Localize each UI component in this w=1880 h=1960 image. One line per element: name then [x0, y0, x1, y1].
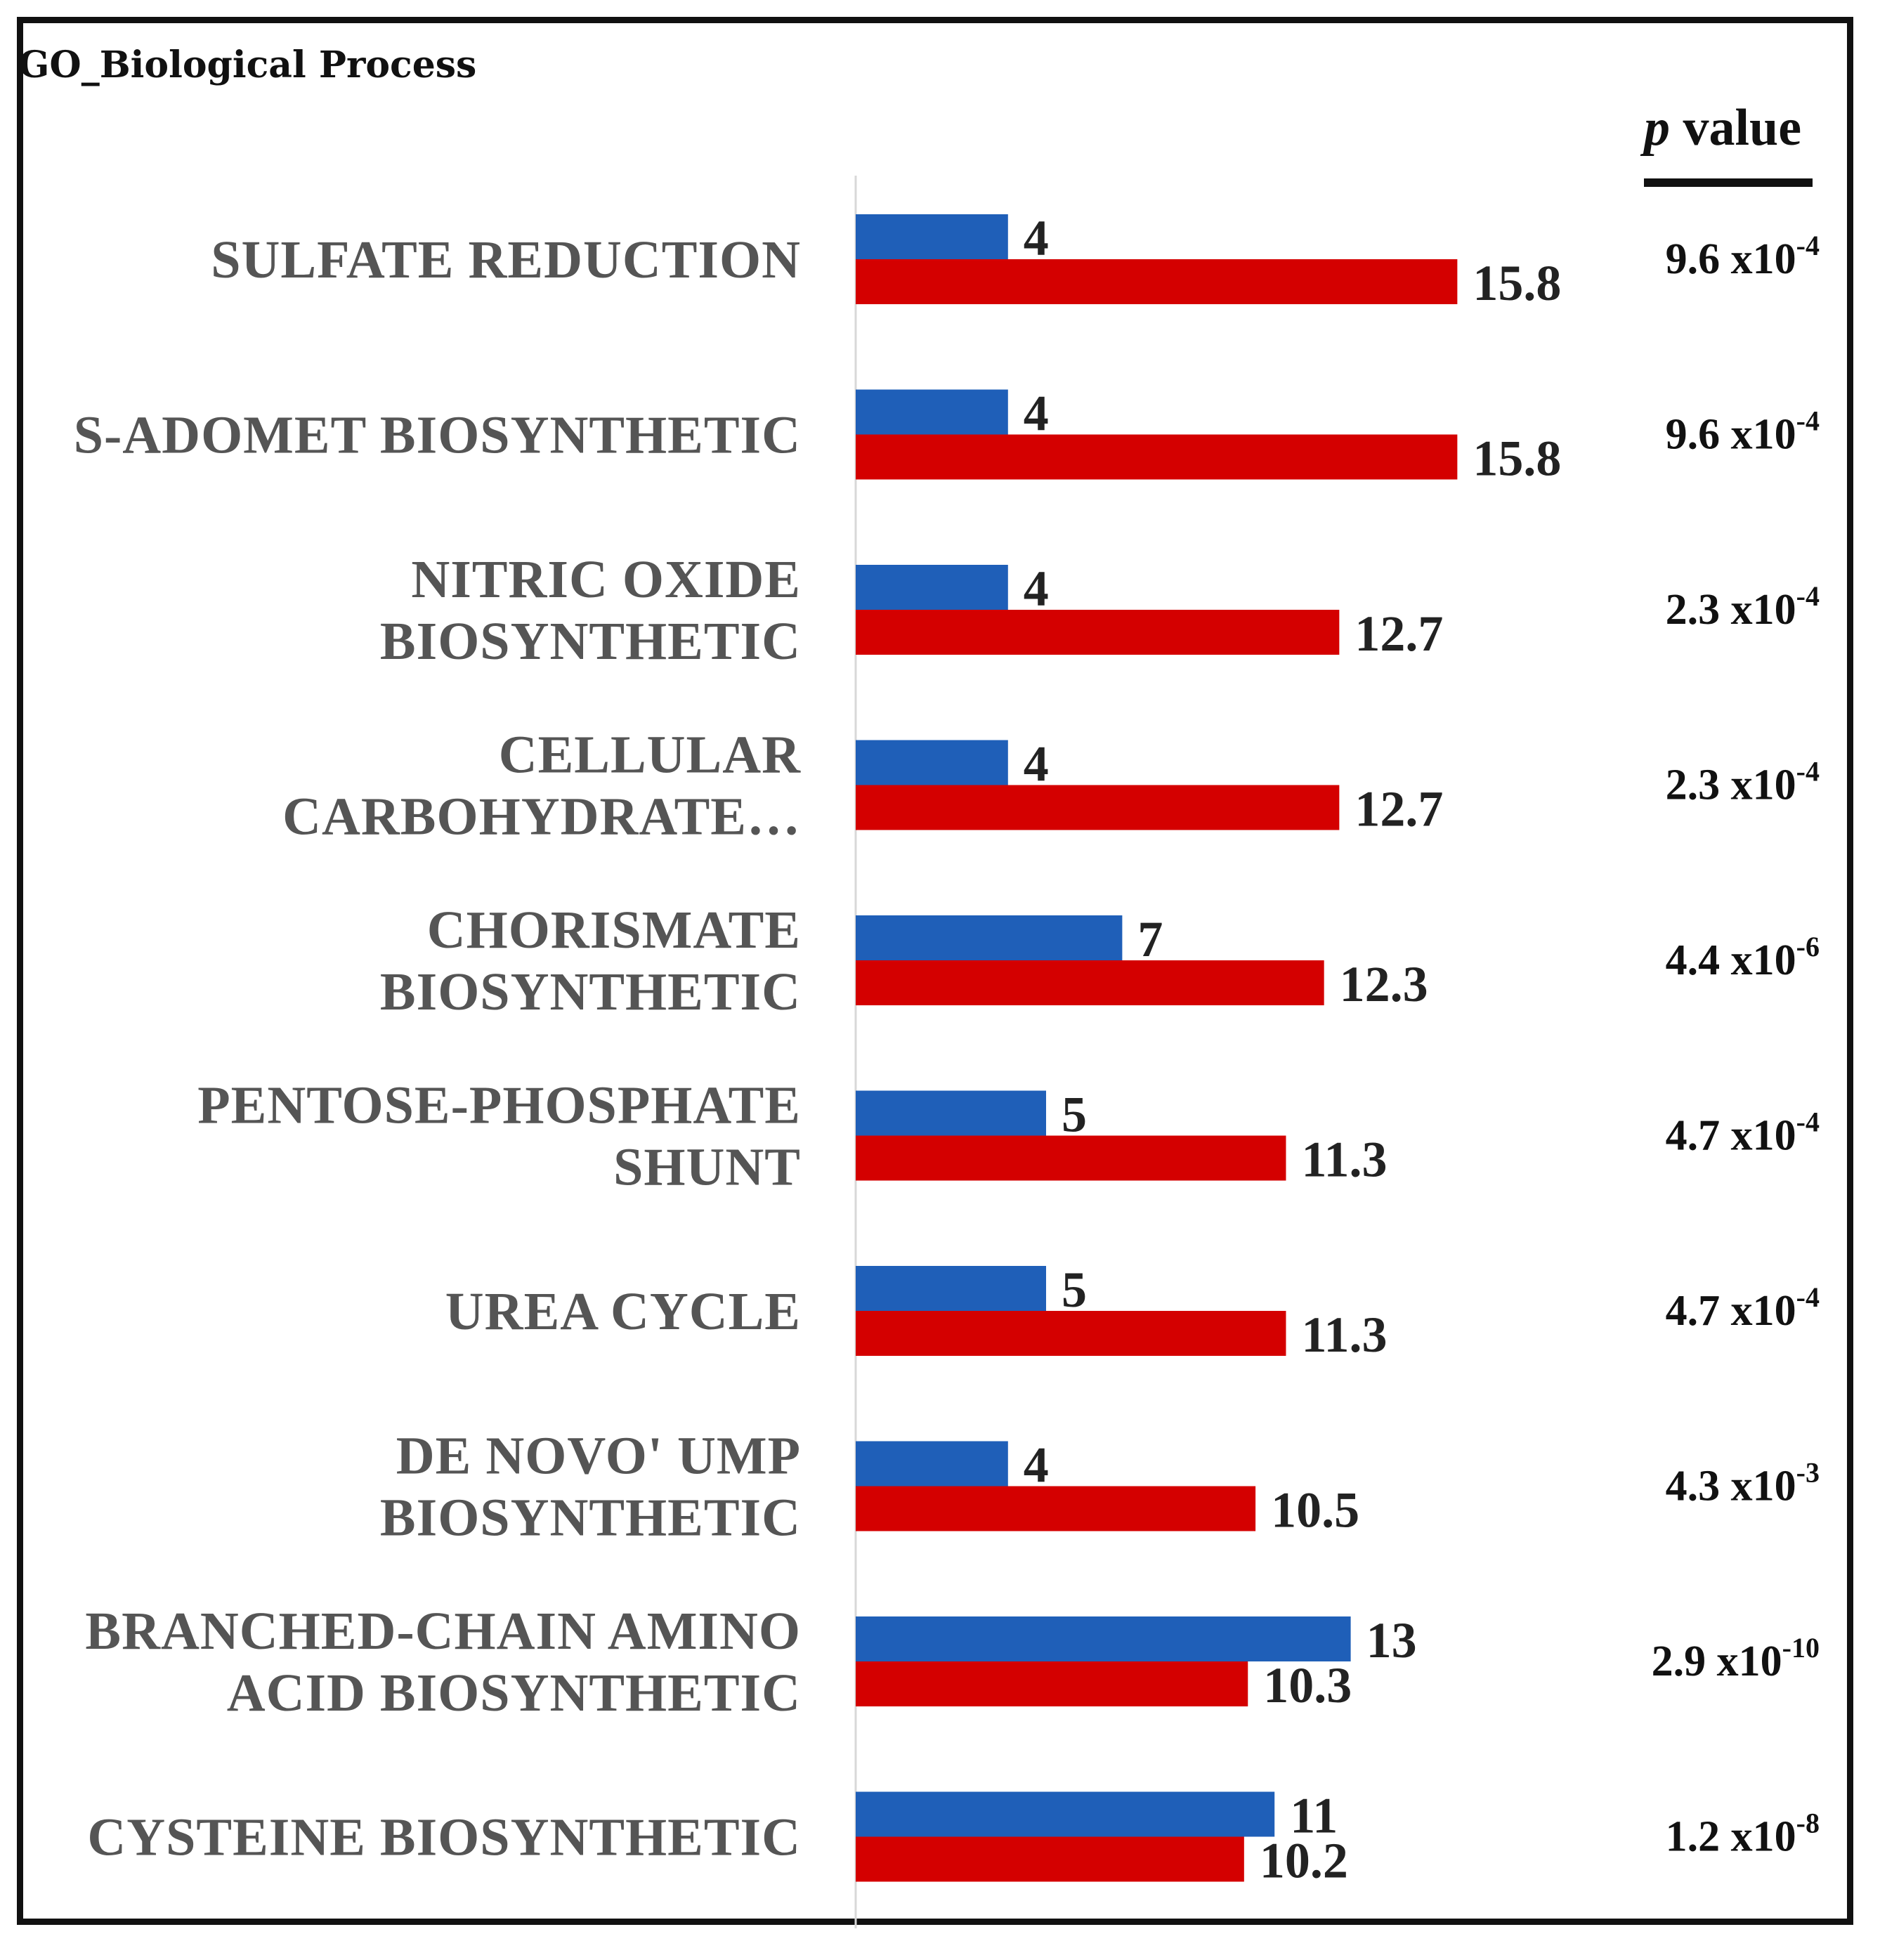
p-value-header: p value: [1644, 98, 1801, 158]
p-value-header-italic: p: [1644, 99, 1670, 157]
p-value: 1.2 x10-8: [1666, 1808, 1820, 1861]
category-label: UREA CYCLE: [445, 1282, 801, 1341]
p-value-mantissa: 4.3 x10: [1666, 1463, 1796, 1510]
bar-blue: [856, 1441, 1008, 1487]
p-value-exponent: -4: [1796, 230, 1820, 261]
data-label-red: 10.2: [1260, 1833, 1348, 1889]
p-value-mantissa: 2.3 x10: [1666, 762, 1796, 809]
p-value-exponent: -4: [1796, 405, 1820, 437]
p-value-exponent: -10: [1782, 1632, 1820, 1664]
category-label: CYSTEINE BIOSYNTHETIC: [87, 1808, 801, 1867]
bar-red: [856, 1135, 1286, 1181]
data-label-blue: 4: [1024, 736, 1049, 792]
bar-red: [856, 259, 1458, 304]
data-label-blue: 13: [1366, 1612, 1417, 1668]
category-label: NITRIC OXIDE: [411, 550, 801, 609]
p-value: 2.3 x10-4: [1666, 756, 1820, 809]
p-value-exponent: -4: [1796, 756, 1820, 788]
bar-blue: [856, 565, 1008, 610]
category-label: SULFATE REDUCTION: [211, 230, 801, 289]
p-value-exponent: -4: [1796, 1106, 1820, 1138]
data-label-red: 15.8: [1473, 255, 1561, 311]
p-value: 2.9 x10-10: [1652, 1632, 1820, 1685]
p-value-mantissa: 4.7 x10: [1666, 1112, 1796, 1160]
data-label-blue: 7: [1137, 911, 1163, 967]
category-label: CARBOHYDRATE…: [282, 788, 801, 847]
p-value-header-rest: value: [1670, 99, 1802, 157]
bar-red: [856, 1836, 1244, 1882]
data-label-blue: 11: [1290, 1788, 1338, 1844]
data-label-blue: 4: [1024, 1437, 1049, 1494]
p-value: 4.7 x10-4: [1666, 1281, 1820, 1335]
bar-red: [856, 1486, 1256, 1531]
category-label: CHORISMATE: [427, 901, 801, 960]
bar-red: [856, 1311, 1286, 1356]
data-label-blue: 4: [1024, 561, 1049, 617]
category-label: BRANCHED-CHAIN AMINO: [85, 1602, 801, 1661]
bar-blue: [856, 389, 1008, 435]
bar-blue: [856, 915, 1123, 960]
chart-title: GO_Biological Process: [18, 44, 477, 86]
data-label-red: 11.3: [1301, 1307, 1387, 1363]
p-value: 2.3 x10-4: [1666, 580, 1820, 634]
p-value-exponent: -4: [1796, 1281, 1820, 1313]
data-label-red: 11.3: [1301, 1132, 1387, 1188]
p-value-header-rule: [1644, 178, 1813, 187]
p-value-mantissa: 2.3 x10: [1666, 586, 1796, 634]
p-value-mantissa: 9.6 x10: [1666, 411, 1796, 459]
data-label-red: 10.3: [1263, 1657, 1352, 1713]
p-value: 9.6 x10-4: [1666, 230, 1820, 283]
category-label: SHUNT: [613, 1138, 801, 1197]
category-label: BIOSYNTHETIC: [380, 612, 801, 671]
p-value: 4.4 x10-6: [1666, 931, 1820, 984]
data-label-blue: 5: [1062, 1262, 1087, 1318]
p-value: 4.3 x10-3: [1666, 1457, 1820, 1510]
p-value-exponent: -8: [1796, 1808, 1820, 1839]
p-value-mantissa: 4.7 x10: [1666, 1287, 1796, 1335]
p-value: 9.6 x10-4: [1666, 405, 1820, 459]
bar-red: [856, 434, 1458, 480]
category-label: DE NOVO' UMP: [396, 1427, 801, 1486]
p-value-mantissa: 4.4 x10: [1666, 936, 1796, 984]
category-label: BIOSYNTHETIC: [380, 962, 801, 1021]
category-label: BIOSYNTHETIC: [380, 1489, 801, 1548]
bar-blue: [856, 214, 1008, 259]
data-label-blue: 5: [1062, 1087, 1087, 1143]
bar-blue: [856, 1616, 1351, 1661]
category-label: S-ADOMET BIOSYNTHETIC: [74, 406, 801, 465]
bar-blue: [856, 740, 1008, 785]
bar-blue: [856, 1791, 1275, 1837]
data-label-blue: 4: [1024, 386, 1049, 442]
p-value-mantissa: 9.6 x10: [1666, 235, 1796, 283]
p-value-mantissa: 2.9 x10: [1652, 1638, 1782, 1685]
category-label: ACID BIOSYNTHETIC: [227, 1664, 801, 1723]
p-value-mantissa: 1.2 x10: [1666, 1813, 1796, 1861]
data-label-red: 12.7: [1354, 606, 1443, 662]
data-label-red: 12.7: [1354, 781, 1443, 837]
p-value-exponent: -6: [1796, 931, 1820, 962]
p-value: 4.7 x10-4: [1666, 1106, 1820, 1160]
data-label-red: 10.5: [1271, 1482, 1359, 1538]
data-label-red: 15.8: [1473, 431, 1561, 487]
bar-red: [856, 610, 1340, 655]
bar-blue: [856, 1266, 1046, 1311]
p-value-exponent: -3: [1796, 1457, 1820, 1489]
bar-red: [856, 785, 1340, 830]
data-label-red: 12.3: [1340, 956, 1428, 1012]
data-label-blue: 4: [1024, 210, 1049, 266]
bar-red: [856, 960, 1324, 1005]
category-label: PENTOSE-PHOSPHATE: [197, 1076, 801, 1135]
bar-red: [856, 1661, 1248, 1706]
p-value-exponent: -4: [1796, 580, 1820, 612]
bar-blue: [856, 1090, 1046, 1136]
category-label: CELLULAR: [499, 726, 801, 785]
